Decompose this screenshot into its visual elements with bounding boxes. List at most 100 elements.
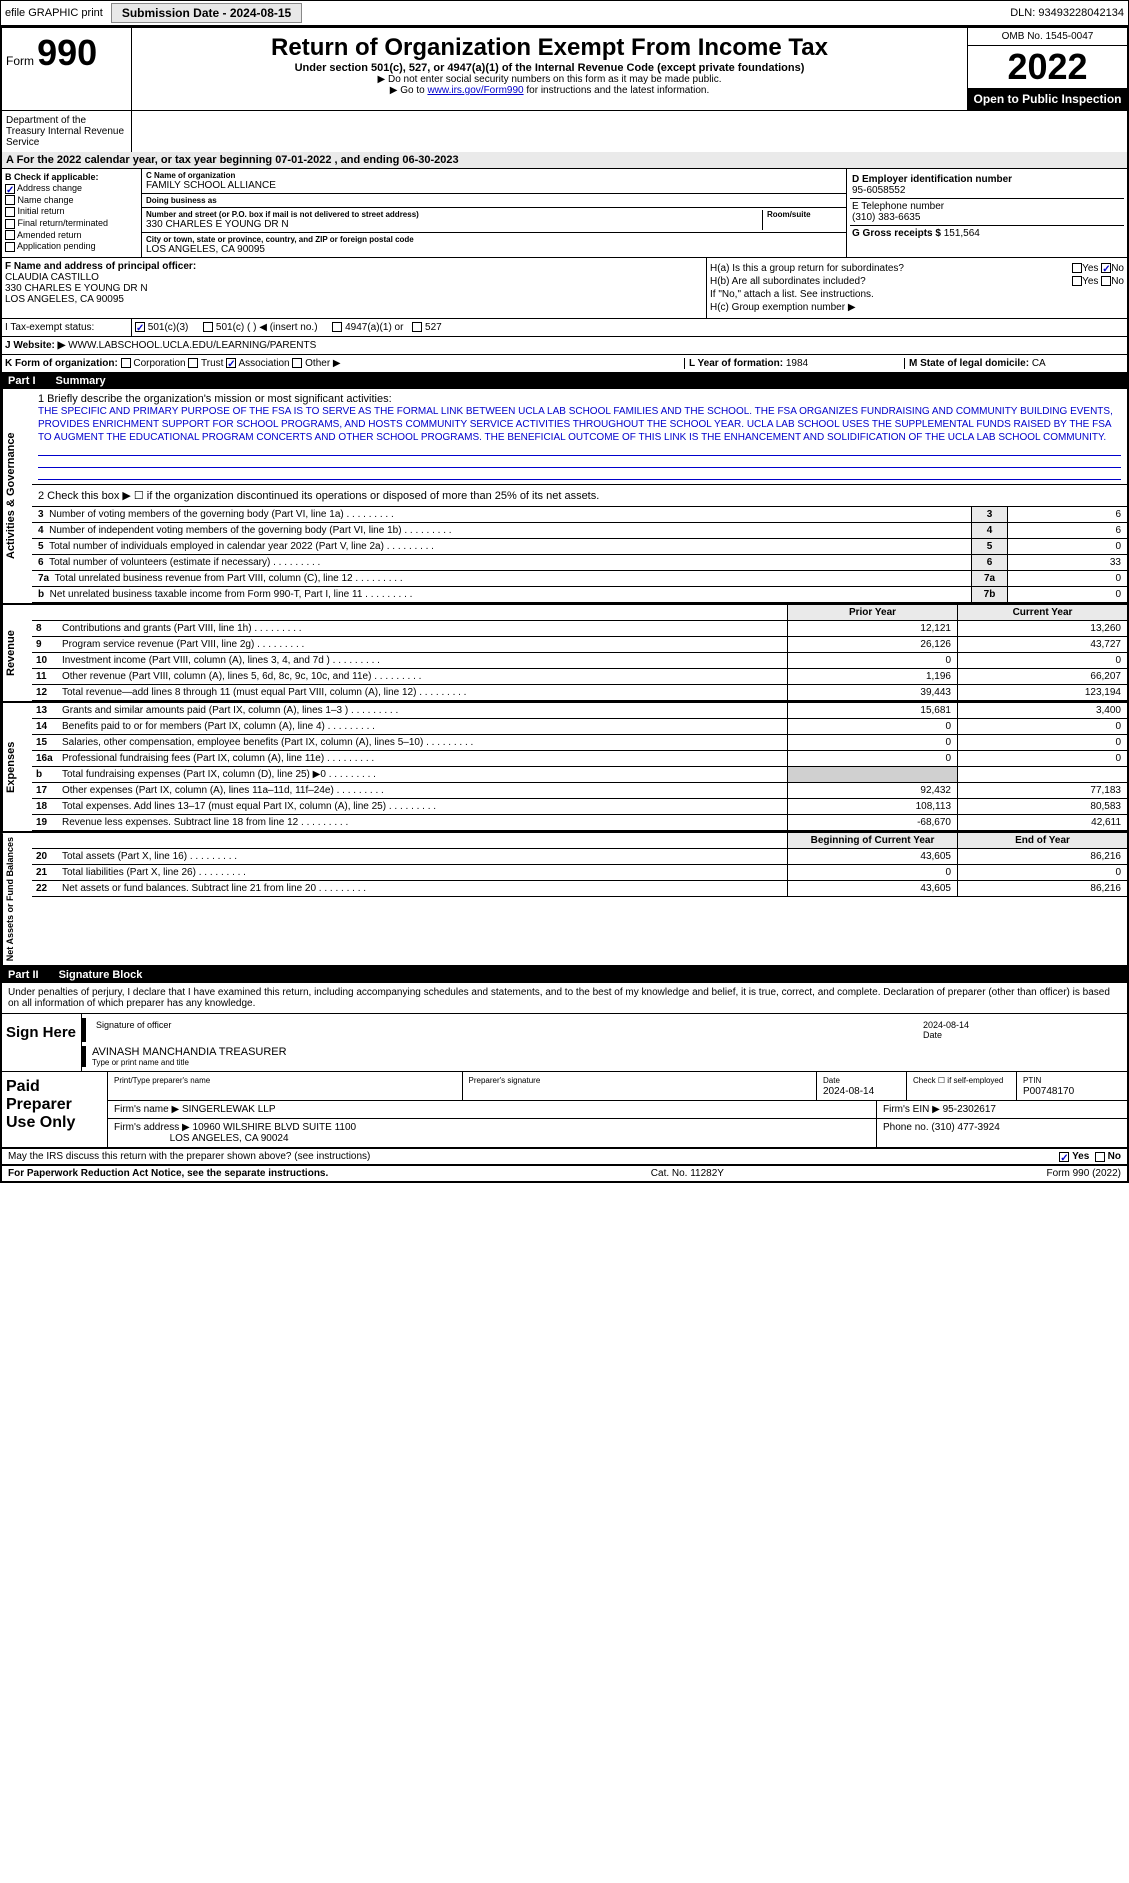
vtab-revenue: Revenue — [2, 605, 32, 701]
section-bcd: B Check if applicable: Address change Na… — [2, 169, 1127, 258]
sig-date: 2024-08-14 — [923, 1020, 969, 1030]
inspection-label: Open to Public Inspection — [968, 88, 1127, 110]
firm-phone: (310) 477-3924 — [931, 1122, 999, 1133]
firm-ein: 95-2302617 — [943, 1104, 996, 1115]
form-label: Form — [6, 54, 34, 68]
org-name-label: C Name of organization — [146, 171, 842, 180]
check-initial[interactable]: Initial return — [5, 206, 138, 217]
check-amended[interactable]: Amended return — [5, 230, 138, 241]
form-container: Form 990 Return of Organization Exempt F… — [0, 26, 1129, 1183]
website-label: J Website: ▶ — [5, 340, 65, 351]
sig-name-label: Type or print name and title — [92, 1058, 1127, 1067]
tel-label: E Telephone number — [852, 201, 1122, 212]
section-c: C Name of organization FAMILY SCHOOL ALL… — [142, 169, 847, 257]
fin-row: 22Net assets or fund balances. Subtract … — [32, 881, 1127, 897]
room-label: Room/suite — [767, 210, 842, 219]
check-final[interactable]: Final return/terminated — [5, 218, 138, 229]
dept-label: Department of the Treasury Internal Reve… — [2, 111, 132, 152]
hb-label: H(b) Are all subordinates included? — [710, 276, 866, 287]
ha-label: H(a) Is this a group return for subordin… — [710, 263, 904, 274]
revenue-section: Revenue Prior Year Current Year 8Contrib… — [2, 605, 1127, 703]
fin-row: 9Program service revenue (Part VIII, lin… — [32, 637, 1127, 653]
gov-row: b Net unrelated business taxable income … — [32, 587, 1127, 603]
mission-label: 1 Briefly describe the organization's mi… — [38, 393, 1121, 405]
topbar: efile GRAPHIC print Submission Date - 20… — [0, 0, 1129, 26]
org-city: LOS ANGELES, CA 90095 — [146, 244, 842, 255]
addr-label: Number and street (or P.O. box if mail i… — [146, 210, 762, 219]
note-ssn: ▶ Do not enter social security numbers o… — [138, 74, 961, 85]
declaration: Under penalties of perjury, I declare th… — [2, 983, 1127, 1014]
check-pending[interactable]: Application pending — [5, 241, 138, 252]
dept-row: Department of the Treasury Internal Reve… — [2, 111, 1127, 152]
cat-no: Cat. No. 11282Y — [651, 1168, 724, 1179]
section-d: D Employer identification number 95-6058… — [847, 169, 1127, 257]
paid-preparer-label: Paid Preparer Use Only — [2, 1072, 107, 1147]
dba-label: Doing business as — [146, 196, 842, 205]
expenses-section: Expenses 13Grants and similar amounts pa… — [2, 703, 1127, 833]
submission-button[interactable]: Submission Date - 2024-08-15 — [111, 3, 302, 23]
part1-header: Part I Summary — [2, 373, 1127, 389]
fin-row: 14Benefits paid to or for members (Part … — [32, 719, 1127, 735]
fin-row: 13Grants and similar amounts paid (Part … — [32, 703, 1127, 719]
mission-text: THE SPECIFIC AND PRIMARY PURPOSE OF THE … — [38, 405, 1121, 444]
tax-year: 2022 — [968, 46, 1127, 88]
section-b: B Check if applicable: Address change Na… — [2, 169, 142, 257]
sig-name: AVINASH MANCHANDIA TREASURER — [92, 1046, 1127, 1058]
note-link: ▶ Go to www.irs.gov/Form990 for instruct… — [138, 85, 961, 96]
fin-row: 16aProfessional fundraising fees (Part I… — [32, 751, 1127, 767]
footer: For Paperwork Reduction Act Notice, see … — [2, 1166, 1127, 1181]
officer-name: CLAUDIA CASTILLO — [5, 272, 703, 283]
fin-row: 20Total assets (Part X, line 16)43,60586… — [32, 849, 1127, 865]
year-formation: 1984 — [786, 358, 808, 369]
hc-label: H(c) Group exemption number ▶ — [710, 302, 1124, 313]
activities-governance: Activities & Governance 1 Briefly descri… — [2, 389, 1127, 605]
line2: 2 Check this box ▶ ☐ if the organization… — [32, 485, 1127, 507]
form-title: Return of Organization Exempt From Incom… — [138, 34, 961, 62]
preparer-row: Paid Preparer Use Only Print/Type prepar… — [2, 1072, 1127, 1149]
fin-row: 18Total expenses. Add lines 13–17 (must … — [32, 799, 1127, 815]
gov-row: 6 Total number of volunteers (estimate i… — [32, 555, 1127, 571]
org-addr: 330 CHARLES E YOUNG DR N — [146, 219, 762, 230]
officer-addr2: LOS ANGELES, CA 90095 — [5, 294, 703, 305]
gov-row: 5 Total number of individuals employed i… — [32, 539, 1127, 555]
check-name[interactable]: Name change — [5, 195, 138, 206]
section-b-title: B Check if applicable: — [5, 172, 138, 182]
fin-row: 19Revenue less expenses. Subtract line 1… — [32, 815, 1127, 831]
gov-row: 4 Number of independent voting members o… — [32, 523, 1127, 539]
efile-label: efile GRAPHIC print — [5, 7, 103, 19]
city-label: City or town, state or province, country… — [146, 235, 842, 244]
gross-label: G Gross receipts $ — [852, 228, 941, 239]
check-address[interactable]: Address change — [5, 183, 138, 194]
gov-row: 3 Number of voting members of the govern… — [32, 507, 1127, 523]
year-box: OMB No. 1545-0047 2022 Open to Public In… — [967, 28, 1127, 110]
sign-here-row: Sign Here Signature of officer 2024-08-1… — [2, 1014, 1127, 1072]
fin-row: 15Salaries, other compensation, employee… — [32, 735, 1127, 751]
fin-row: bTotal fundraising expenses (Part IX, co… — [32, 767, 1127, 783]
fin-row: 12Total revenue—add lines 8 through 11 (… — [32, 685, 1127, 701]
fin-row: 17Other expenses (Part IX, column (A), l… — [32, 783, 1127, 799]
irs-link[interactable]: www.irs.gov/Form990 — [427, 85, 523, 96]
fin-row: 8Contributions and grants (Part VIII, li… — [32, 621, 1127, 637]
tax-status-label: I Tax-exempt status: — [2, 319, 132, 336]
form-org-label: K Form of organization: — [5, 358, 118, 369]
form-header: Form 990 Return of Organization Exempt F… — [2, 28, 1127, 111]
section-klm: K Form of organization: Corporation Trus… — [2, 355, 1127, 373]
omb-label: OMB No. 1545-0047 — [968, 28, 1127, 46]
vtab-net: Net Assets or Fund Balances — [2, 833, 32, 965]
paperwork-notice: For Paperwork Reduction Act Notice, see … — [8, 1168, 328, 1179]
fin-row: 21Total liabilities (Part X, line 26)00 — [32, 865, 1127, 881]
firm-addr1: 10960 WILSHIRE BLVD SUITE 1100 — [193, 1122, 357, 1133]
gross-value: 151,564 — [944, 228, 980, 239]
section-fh: F Name and address of principal officer:… — [2, 258, 1127, 319]
officer-addr1: 330 CHARLES E YOUNG DR N — [5, 283, 703, 294]
officer-label: F Name and address of principal officer: — [5, 261, 703, 272]
vtab-activities: Activities & Governance — [2, 389, 32, 603]
net-assets-section: Net Assets or Fund Balances Beginning of… — [2, 833, 1127, 967]
state-domicile: CA — [1032, 358, 1046, 369]
tax-status-opts: 501(c)(3) 501(c) ( ) ◀ (insert no.) 4947… — [132, 319, 1127, 336]
sign-here-label: Sign Here — [2, 1014, 82, 1071]
section-f: F Name and address of principal officer:… — [2, 258, 707, 318]
section-h: H(a) Is this a group return for subordin… — [707, 258, 1127, 318]
tel-value: (310) 383-6635 — [852, 212, 1122, 223]
prior-year-header: Prior Year — [787, 605, 957, 620]
